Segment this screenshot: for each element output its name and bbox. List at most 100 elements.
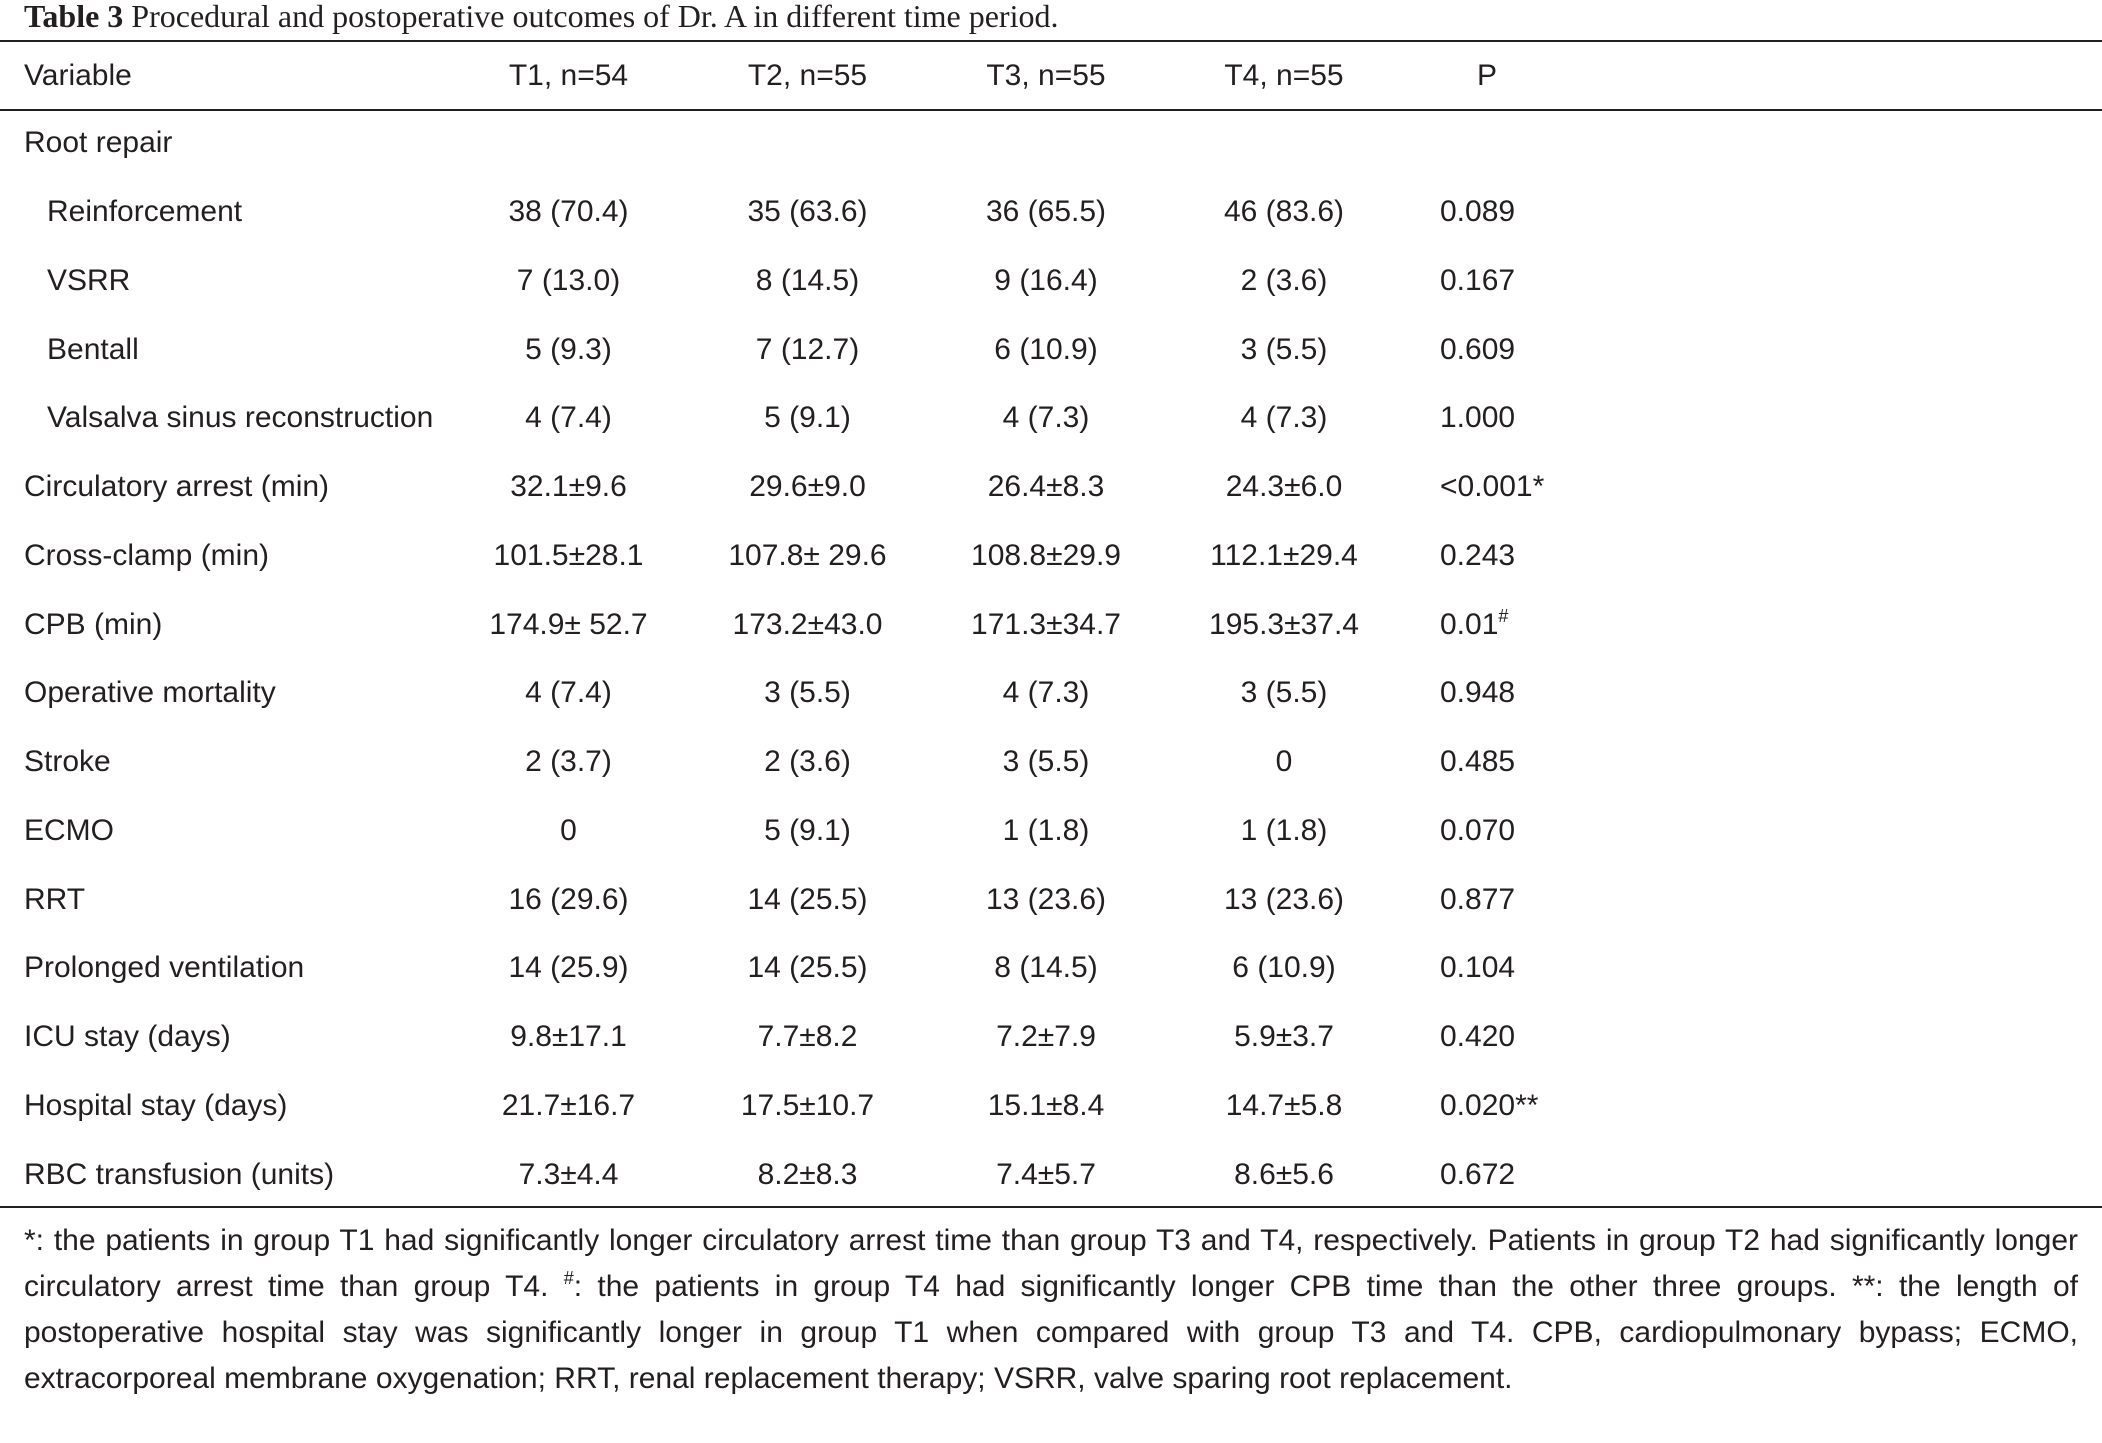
cell-t4: 112.1±29.4 <box>1210 538 1358 572</box>
cell-t1: 7 (13.0) <box>516 263 621 297</box>
column-header-1: T1, n=54 <box>508 58 629 92</box>
cell-t3: 3 (5.5) <box>1002 745 1090 779</box>
p-value-superscript: # <box>1498 605 1509 626</box>
table-row: VSRR 7 (13.0) 8 (14.5) 9 (16.4) 2 (3.6) 0.167 <box>0 247 2102 316</box>
cell-t2: 14 (25.5) <box>747 951 868 985</box>
cell-p-value: 0.243 <box>1403 522 2102 591</box>
cell-t2: 173.2±43.0 <box>732 607 883 641</box>
cell-p-value: 0.020** <box>1403 1072 2102 1141</box>
table-body: Root repair Reinforcement 38 (70.4) 35 (63.… <box>0 109 2102 1209</box>
cell-t4: 3 (5.5) <box>1240 332 1328 366</box>
footnote-hash-mark: # <box>563 1268 574 1288</box>
cell-p-value: 0.485 <box>1403 728 2102 797</box>
cell-t4: 46 (83.6) <box>1223 195 1345 229</box>
p-value-text: 0.243 <box>1440 538 1516 572</box>
cell-t4: 24.3±6.0 <box>1225 470 1343 504</box>
table-row: ICU stay (days) 9.8±17.1 7.7±8.2 7.2±7.9 5.9… <box>0 1003 2102 1072</box>
cell-p-value: 0.948 <box>1403 659 2102 728</box>
cell-t2: 29.6±9.0 <box>749 470 866 504</box>
cell-t2: 2 (3.6) <box>764 745 851 779</box>
cell-t1: 5 (9.3) <box>525 332 612 366</box>
cell-variable: Prolonged ventilation <box>24 951 305 985</box>
cell-t2: 7 (12.7) <box>755 332 860 366</box>
cell-t1: 16 (29.6) <box>508 882 629 916</box>
cell-t3: 4 (7.3) <box>1002 676 1090 710</box>
cell-t2: 8 (14.5) <box>755 263 860 297</box>
p-value-text: 0.420 <box>1440 1020 1516 1054</box>
cell-p-value: 0.089 <box>1403 178 2102 247</box>
cell-t1: 2 (3.7) <box>525 745 612 779</box>
cell-t2: 7.7±8.2 <box>757 1020 858 1054</box>
cell-t1: 14 (25.9) <box>508 951 629 985</box>
cell-t2: 107.8± 29.6 <box>728 538 887 572</box>
cell-t2: 17.5±10.7 <box>740 1088 875 1122</box>
cell-t2: 14 (25.5) <box>747 882 868 916</box>
cell-t4: 6 (10.9) <box>1232 951 1336 985</box>
p-value-text: 0.070 <box>1440 813 1516 847</box>
p-value-text: <0.001* <box>1440 470 1545 504</box>
cell-t1: 0 <box>560 813 577 847</box>
table-caption: Table 3 Procedural and postoperative out… <box>24 0 1058 40</box>
caption-label: Table 3 <box>24 0 124 34</box>
cell-t1: 7.3±4.4 <box>518 1157 619 1191</box>
p-value-text: 0.020** <box>1440 1088 1539 1122</box>
table-row: CPB (min) 174.9± 52.7 173.2±43.0 171.3±34.7… <box>0 590 2102 659</box>
cell-variable: Stroke <box>24 745 111 779</box>
cell-t3 <box>927 109 1165 178</box>
cell-t3: 4 (7.3) <box>1002 401 1090 435</box>
cell-variable: RRT <box>24 882 86 916</box>
p-value-text: 0.167 <box>1440 263 1516 297</box>
column-header-0: Variable <box>24 58 132 92</box>
top-rule <box>0 40 2102 42</box>
table-row: Stroke 2 (3.7) 2 (3.6) 3 (5.5) 0 0.485 <box>0 728 2102 797</box>
p-value-text: 0.01 <box>1440 607 1499 641</box>
cell-t3: 9 (16.4) <box>994 263 1098 297</box>
cell-p-value: 0.01# <box>1403 590 2102 659</box>
cell-t3: 7.4±5.7 <box>996 1157 1096 1191</box>
cell-t3: 36 (65.5) <box>985 195 1107 229</box>
cell-t2: 35 (63.6) <box>747 195 868 229</box>
table-row: Reinforcement 38 (70.4) 35 (63.6) 36 (65.5)… <box>0 178 2102 247</box>
cell-t4: 2 (3.6) <box>1240 263 1328 297</box>
cell-t1: 4 (7.4) <box>525 401 612 435</box>
cell-t4: 1 (1.8) <box>1240 813 1328 847</box>
cell-t4 <box>1165 109 1403 178</box>
cell-variable: Bentall <box>47 332 139 366</box>
p-value-text: 0.672 <box>1440 1157 1516 1191</box>
cell-t3: 1 (1.8) <box>1002 813 1090 847</box>
cell-t1: 4 (7.4) <box>525 676 612 710</box>
cell-t1 <box>449 109 688 178</box>
caption-text: Procedural and postoperative outcomes of… <box>131 0 1059 34</box>
table-row: Circulatory arrest (min) 32.1±9.6 29.6±9.0… <box>0 453 2102 522</box>
cell-p-value: 0.672 <box>1403 1140 2102 1209</box>
table-row: Hospital stay (days) 21.7±16.7 17.5±10.7 15… <box>0 1072 2102 1141</box>
footnote-part-1: *: the patients in group T1 had signific… <box>24 1224 2078 1303</box>
column-header-3: T3, n=55 <box>986 58 1106 92</box>
cell-t1: 38 (70.4) <box>508 195 629 229</box>
p-value-text: 0.877 <box>1440 882 1516 916</box>
table-row: Root repair <box>0 109 2102 178</box>
cell-variable: Valsalva sinus reconstruction <box>47 401 434 435</box>
table-row: Prolonged ventilation 14 (25.9) 14 (25.5) 8… <box>0 934 2102 1003</box>
cell-t4: 0 <box>1275 745 1293 779</box>
header-row: Variable T1, n=54 T2, n=55 T3, n=55 T4, n=55… <box>0 42 2102 109</box>
cell-p-value: 0.609 <box>1403 315 2102 384</box>
cell-t2: 3 (5.5) <box>764 676 851 710</box>
table-row: Valsalva sinus reconstruction 4 (7.4) 5 (9… <box>0 384 2102 453</box>
bottom-rule <box>0 1206 2102 1208</box>
cell-p-value: <0.001* <box>1403 453 2102 522</box>
cell-t3: 13 (23.6) <box>985 882 1107 916</box>
cell-t3: 7.2±7.9 <box>996 1020 1096 1054</box>
cell-variable: Reinforcement <box>47 195 243 229</box>
cell-t4: 5.9±3.7 <box>1234 1020 1334 1054</box>
cell-t2 <box>688 109 927 178</box>
cell-t1: 32.1±9.6 <box>510 470 627 504</box>
cell-variable: Hospital stay (days) <box>24 1088 288 1122</box>
p-value-text: 0.485 <box>1440 745 1516 779</box>
cell-t2: 8.2±8.3 <box>757 1157 858 1191</box>
p-value-text: 0.089 <box>1440 195 1516 229</box>
table-footnote: *: the patients in group T1 had signific… <box>24 1218 2078 1402</box>
cell-t3: 8 (14.5) <box>994 951 1098 985</box>
table-row: Bentall 5 (9.3) 7 (12.7) 6 (10.9) 3 (5.5) 0.6… <box>0 315 2102 384</box>
cell-t3: 171.3±34.7 <box>971 607 1121 641</box>
